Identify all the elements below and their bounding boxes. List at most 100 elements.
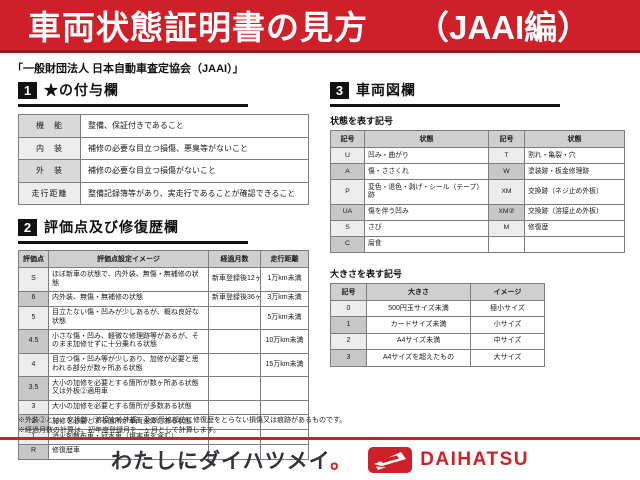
table-row: 2 加修を必要とする箇所が車両全体にある状態 xyxy=(18,414,309,431)
slogan-period: 。 xyxy=(330,450,353,473)
table-cell xyxy=(260,443,309,460)
table-cell: S xyxy=(18,267,49,292)
table-cell xyxy=(488,235,525,254)
table-row: R 修復歴車 xyxy=(18,443,309,460)
table-cell: 補修の必要な目立つ損傷がないこと xyxy=(80,159,309,183)
table-cell: 走行距離 xyxy=(18,181,81,206)
table-header-row: 評価点 評価点設定イメージ 経過月数 走行距離 xyxy=(18,250,309,269)
table-cell: 3万km未満 xyxy=(260,290,309,307)
table-cell: R xyxy=(18,443,49,460)
table-cell: U xyxy=(330,146,365,165)
footnote-line: ※経過月数の計算は、初年度登録月を一ヶ月として計算します。 xyxy=(18,427,221,435)
table-row: UA 傷を伴う凹み XM② 交換跡（溶接止め外板） xyxy=(330,203,625,221)
table-cell: 内外装、無傷・無補修の状態 xyxy=(48,290,209,307)
table-cell: 1 xyxy=(330,316,367,334)
table-cell xyxy=(524,235,625,254)
table-cell: A4サイズを超えたもの xyxy=(366,349,471,367)
section-1-number-badge: 1 xyxy=(18,81,37,99)
table-cell: 交換跡（ネジ止め外板） xyxy=(524,179,625,205)
table-cell: 4.5 xyxy=(18,329,49,354)
table-cell: 5万km未満 xyxy=(260,305,309,331)
table-row: S さび M 修復歴 xyxy=(330,219,625,237)
section-3-heading: 3 車両図欄 xyxy=(330,80,560,107)
table-row: 2 A4サイズ未満 中サイズ xyxy=(330,332,545,351)
table-cell: 整備、保証付きであること xyxy=(80,114,309,138)
daihatsu-slogan: わたしにダイハツメイ。 xyxy=(111,445,352,475)
section-2-heading: 2 評価点及び修復歴欄 xyxy=(18,217,248,245)
table-row: 1 カードサイズ未満 小サイズ xyxy=(330,316,545,334)
page-title: 車両状態証明書の見方 xyxy=(28,9,368,46)
table-cell: 交換跡（溶接止め外板） xyxy=(524,203,625,221)
table-cell: 4 xyxy=(18,352,49,378)
table-cell: 中サイズ xyxy=(470,332,545,351)
table-row: 3.5 大小の加修を必要とする箇所が数ヶ所ある状態又は外板②適用車 xyxy=(18,376,309,401)
table-header-row: 記号 大きさ イメージ xyxy=(330,283,545,302)
table-row: 機 能整備、保証付きであること xyxy=(18,114,309,138)
size-symbols-label: 大きさを表す記号 xyxy=(330,269,403,280)
table-cell: XM xyxy=(488,179,525,205)
table-cell: 2 xyxy=(330,332,367,351)
section-3-number-badge: 3 xyxy=(330,81,349,99)
table-row: 内 装補修の必要な目立つ損傷、悪臭等がないこと xyxy=(18,136,309,161)
table-cell: W xyxy=(488,163,525,181)
table-cell: 目立つ傷・凹み等が少しあり、加修が必要と思われる部分が数ヶ所ある状態 xyxy=(48,352,209,378)
table-cell: 15万km未満 xyxy=(260,352,309,378)
table-cell: 0 xyxy=(330,300,367,318)
table-cell xyxy=(208,376,261,401)
table-cell: ほぼ新車の状態で、内外装、無傷・無補修の状態 xyxy=(48,267,209,292)
table-cell: T xyxy=(488,146,525,165)
table-row: 4 目立つ傷・凹み等が少しあり、加修が必要と思われる部分が数ヶ所ある状態 15万km… xyxy=(18,352,309,378)
column-header: 評価点 xyxy=(18,250,49,269)
table-row: 0 500円玉サイズ未満 極小サイズ xyxy=(330,300,545,318)
table-row: P 変色・退色・剥げ・シール（テープ）跡 XM 交換跡（ネジ止め外板） xyxy=(330,179,625,205)
table-cell: さび xyxy=(364,219,489,237)
header-bar: 車両状態証明書の見方 （JAAI編） xyxy=(0,0,640,53)
table-cell: 大小の加修を必要とする箇所が数ヶ所ある状態又は外板②適用車 xyxy=(48,376,209,401)
footer: わたしにダイハツメイ。 DAIHATSU xyxy=(0,443,640,477)
column-header: 大きさ xyxy=(366,283,471,302)
table-row: C 腐食 xyxy=(330,235,625,254)
column-header: 状態 xyxy=(364,130,489,148)
column-header: イメージ xyxy=(470,283,545,302)
section-2-number-badge: 2 xyxy=(18,218,37,236)
table-cell: C xyxy=(330,235,365,254)
brand-lockup: DAIHATSU xyxy=(368,447,529,473)
section-2-title: 評価点及び修復歴欄 xyxy=(44,219,179,236)
table-cell: 小サイズ xyxy=(470,316,545,334)
table-cell: 整備記録簿等があり、実走行であることが確認できること xyxy=(80,181,309,206)
table-cell: 腐食 xyxy=(364,235,489,254)
table-cell: 極小サイズ xyxy=(470,300,545,318)
table-row: 3 A4サイズを超えたもの 大サイズ xyxy=(330,349,545,367)
table-row: 3 大小の加修を必要とする箇所が多数ある状態 xyxy=(18,399,309,416)
table-cell xyxy=(208,352,261,378)
table-row: A 傷・ささくれ W 塗装跡・板金修理跡 xyxy=(330,163,625,181)
left-column: 1 ★の付与欄 機 能整備、保証付きであること内 装補修の必要な目立つ損傷、悪臭… xyxy=(18,80,310,460)
issuer-subtitle: 「一般財団法人 日本自動車査定協会（JAAI）」 xyxy=(12,63,244,75)
table-cell: 外 装 xyxy=(18,159,81,183)
column-header: 記号 xyxy=(488,130,525,148)
column-header: 記号 xyxy=(330,283,367,302)
table-cell: S xyxy=(330,219,365,237)
table-cell: カードサイズ未満 xyxy=(366,316,471,334)
table-cell: 塗装跡・板金修理跡 xyxy=(524,163,625,181)
table-cell: 内 装 xyxy=(18,136,81,161)
footer-divider-rule xyxy=(0,437,640,440)
table-cell: A xyxy=(330,163,365,181)
star-criteria-table: 機 能整備、保証付きであること内 装補修の必要な目立つ損傷、悪臭等がないこと外 … xyxy=(18,114,309,206)
table-header-row: 記号 状態 記号 状態 xyxy=(330,130,625,148)
daihatsu-logo-icon xyxy=(368,447,413,473)
brand-name: DAIHATSU xyxy=(420,449,529,470)
section-1-heading: 1 ★の付与欄 xyxy=(18,80,248,107)
table-cell: 割れ・亀裂・穴 xyxy=(524,146,625,165)
table-cell xyxy=(208,443,261,460)
table-cell: 機 能 xyxy=(18,114,81,138)
size-symbols-table: 記号 大きさ イメージ 0 500円玉サイズ未満 極小サイズ 1 カードサイズ未満 小サイズ 2… xyxy=(330,283,545,367)
column-header: 評価点設定イメージ xyxy=(48,250,209,269)
table-cell: XM② xyxy=(488,203,525,221)
table-cell: 6 xyxy=(18,290,49,307)
table-cell xyxy=(260,399,309,416)
table-row: 4.5 小さな傷・凹み、軽微な修理跡等があるが、そのまま加修せずに十分乗れる状態 1… xyxy=(18,329,309,354)
table-row: 走行距離 整備記録簿等があり、実走行であることが確認できること xyxy=(18,181,309,206)
